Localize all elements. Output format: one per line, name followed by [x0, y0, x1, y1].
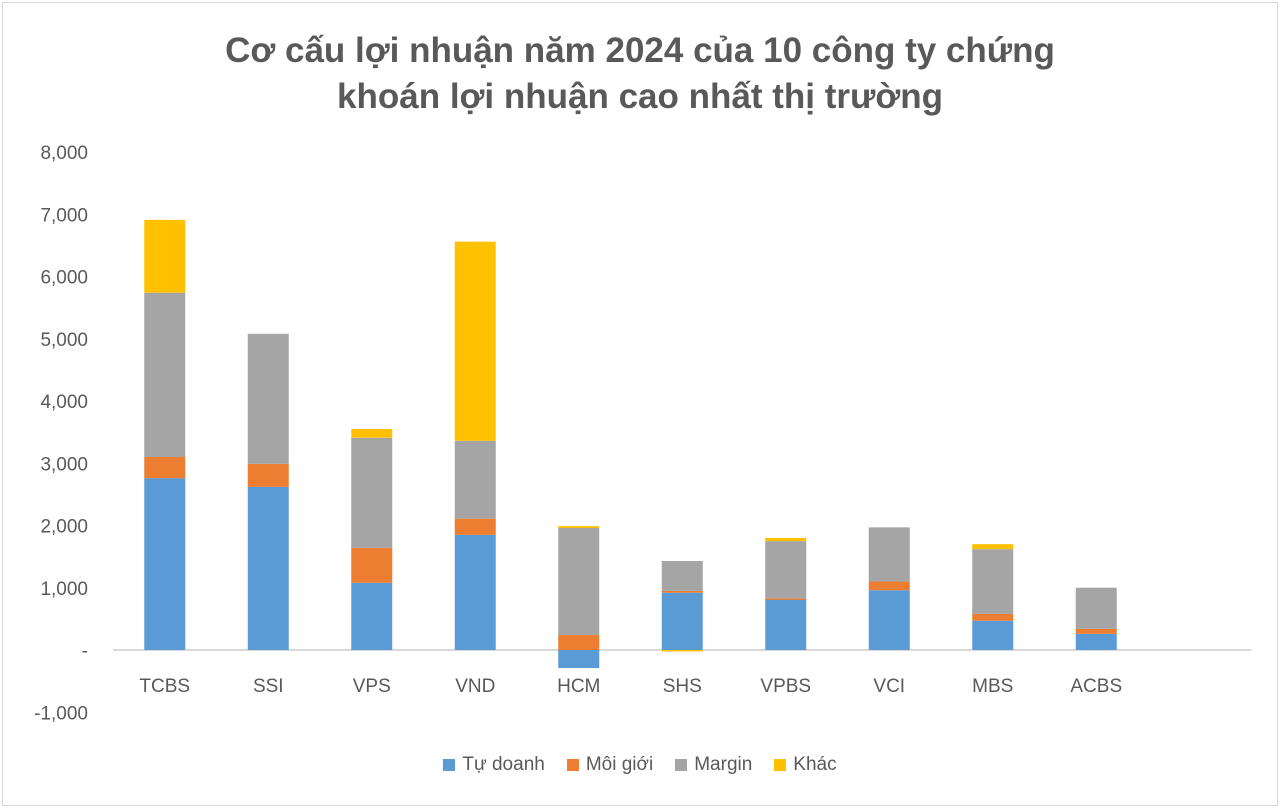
- bar-segment-shs-1: [661, 590, 703, 593]
- legend-label: Khác: [793, 754, 837, 775]
- legend-label: Môi giới: [585, 754, 654, 775]
- bar-segment-mbs-3: [972, 544, 1014, 550]
- bar-segment-ssi-0: [247, 486, 289, 650]
- legend-swatch: [443, 759, 456, 771]
- y-tick-label: 3,000: [40, 454, 88, 475]
- x-tick-label: HCM: [557, 676, 600, 697]
- bar-segment-mbs-1: [972, 613, 1014, 621]
- bar-segment-vpbs-0: [765, 598, 807, 650]
- y-tick-label: -1,000: [34, 703, 88, 724]
- legend-swatch: [675, 759, 688, 771]
- chart-title: Cơ cấu lợi nhuận năm 2024 của 10 công ty…: [0, 28, 1280, 120]
- bar-segment-mbs-2: [972, 549, 1014, 614]
- y-tick-label: 5,000: [40, 330, 88, 351]
- legend-item: Margin: [675, 754, 752, 776]
- y-tick-label: 4,000: [40, 392, 88, 413]
- y-tick-label: 7,000: [40, 205, 88, 226]
- legend-swatch: [774, 759, 787, 771]
- bar-segment-ssi-1: [247, 463, 289, 487]
- legend-label: Tự doanh: [462, 754, 545, 775]
- x-tick-label: TCBS: [139, 676, 190, 697]
- bar-segment-hcm-1: [558, 635, 600, 650]
- bar-segment-vpbs-1: [765, 598, 807, 600]
- legend-item: Khác: [774, 754, 837, 776]
- x-tick-label: VPS: [353, 676, 391, 697]
- bar-segment-hcm-0: [558, 650, 600, 669]
- bar-segment-acbs-0: [1075, 633, 1117, 650]
- bar-segment-vnd-2: [454, 440, 496, 519]
- bar-segment-ssi-2: [247, 333, 289, 464]
- bar-segment-shs-0: [661, 592, 703, 650]
- y-tick-label: 1,000: [40, 579, 88, 600]
- legend-item: Môi giới: [566, 754, 654, 776]
- bar-segment-acbs-2: [1075, 587, 1117, 629]
- legend-item: Tự doanh: [443, 754, 545, 776]
- bar-segment-hcm-3: [558, 526, 600, 528]
- x-tick-label: ACBS: [1070, 676, 1122, 697]
- bar-segment-vci-2: [868, 527, 910, 582]
- x-tick-label: MBS: [972, 676, 1013, 697]
- bar-segment-vci-1: [868, 581, 910, 591]
- chart-title-line-2: khoán lợi nhuận cao nhất thị trường: [337, 77, 943, 116]
- bar-segment-vps-2: [351, 437, 393, 548]
- x-tick-label: VCI: [873, 676, 905, 697]
- y-tick-label: -: [82, 641, 88, 662]
- y-tick-label: 6,000: [40, 268, 88, 289]
- bar-segment-tcbs-2: [144, 292, 186, 458]
- legend-swatch: [566, 759, 579, 771]
- bar-segment-acbs-1: [1075, 628, 1117, 634]
- x-tick-label: SSI: [253, 676, 284, 697]
- bar-segment-vps-0: [351, 582, 393, 650]
- x-tick-label: VND: [455, 676, 495, 697]
- bar-segment-tcbs-3: [144, 219, 186, 293]
- y-tick-label: 8,000: [40, 143, 88, 164]
- bar-segment-vpbs-3: [765, 537, 807, 542]
- bar-segment-hcm-2: [558, 527, 600, 636]
- bar-segment-vps-3: [351, 429, 393, 438]
- bar-segment-mbs-0: [972, 620, 1014, 650]
- bar-segment-vnd-3: [454, 241, 496, 441]
- x-tick-label: VPBS: [760, 676, 811, 697]
- x-tick-label: SHS: [663, 676, 702, 697]
- bar-segment-shs-3: [661, 650, 703, 652]
- bar-segment-tcbs-1: [144, 457, 186, 479]
- chart-title-line-1: Cơ cấu lợi nhuận năm 2024 của 10 công ty…: [225, 31, 1055, 70]
- bar-segment-tcbs-0: [144, 478, 186, 650]
- y-tick-label: 2,000: [40, 517, 88, 538]
- bar-segment-vnd-0: [454, 534, 496, 650]
- bar-segment-vps-1: [351, 547, 393, 583]
- bar-segment-shs-2: [661, 560, 703, 591]
- bar-segment-vpbs-2: [765, 541, 807, 599]
- bar-segment-vci-0: [868, 590, 910, 650]
- bar-segment-vnd-1: [454, 518, 496, 535]
- legend-label: Margin: [694, 754, 753, 775]
- legend: Tự doanh Môi giới Margin Khác: [0, 754, 1280, 776]
